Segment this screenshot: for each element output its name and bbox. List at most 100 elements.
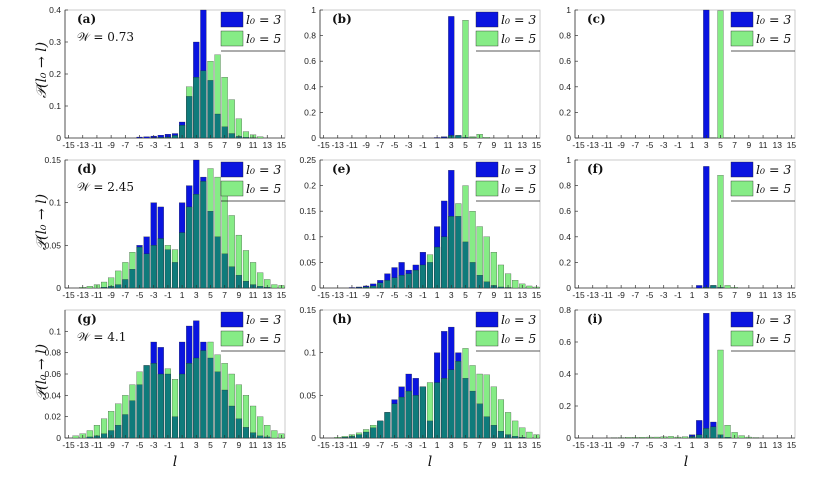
y-tick-label: 0.25 [299, 155, 316, 165]
x-tick-label: -11 [346, 140, 358, 150]
x-tick-label: -11 [346, 290, 358, 300]
x-tick-label: 13 [773, 140, 783, 150]
x-tick-label: -7 [632, 440, 640, 450]
x-tick-label: -5 [646, 440, 654, 450]
panel-label: (i) [587, 312, 603, 326]
x-tick-label: -13 [77, 290, 90, 300]
bar-overlap-x12 [257, 286, 263, 288]
x-tick-label: -3 [150, 440, 158, 450]
x-tick-label: -9 [617, 140, 625, 150]
x-tick-label: 15 [277, 440, 287, 450]
bar-overlap-x1 [434, 383, 440, 438]
bar-l0-5-x5 [718, 11, 724, 138]
bar-overlap-x-4 [144, 365, 150, 438]
panel-label: (f) [587, 162, 604, 176]
x-tick-label: -13 [332, 140, 345, 150]
x-tick-label: 11 [759, 440, 768, 450]
bar-l0-5-x8 [229, 100, 235, 138]
x-tick-label: 15 [787, 140, 797, 150]
bar-overlap-x1 [179, 374, 185, 438]
bar-l0-5-x14 [526, 286, 532, 288]
legend-label-l0-5: l₀ = 5 [501, 331, 536, 346]
y-tick-label: 0.05 [299, 257, 316, 267]
x-tick-label: 9 [237, 140, 242, 150]
x-tick-label: -15 [62, 440, 75, 450]
x-tick-label: -3 [150, 140, 158, 150]
bar-overlap-x2 [186, 363, 192, 438]
bar-overlap-x8 [229, 134, 235, 138]
x-tick-label: 7 [732, 140, 737, 150]
x-tick-label: -7 [122, 440, 130, 450]
x-tick-label: -13 [77, 440, 90, 450]
y-tick-label: 0.6 [559, 337, 571, 347]
bar-overlap-x-5 [137, 247, 143, 288]
bar-l0-5-x14 [526, 432, 532, 438]
legend-label-l0-5: l₀ = 5 [246, 181, 281, 196]
bar-l0-5-x-4 [654, 437, 660, 438]
x-tick-label: 7 [732, 440, 737, 450]
bar-overlap-x7 [222, 390, 228, 438]
x-tick-label: -7 [632, 140, 640, 150]
bar-overlap-x-5 [137, 385, 143, 438]
bar-overlap-x-2 [413, 395, 419, 438]
y-tick-label: 1 [566, 5, 571, 15]
x-tick-label: -3 [660, 140, 668, 150]
y-tick-label: 0.06 [44, 369, 61, 379]
panel-label: (h) [332, 312, 352, 326]
bar-overlap-x8 [484, 282, 490, 288]
bar-overlap-x-7 [122, 415, 128, 438]
legend-swatch-l0-3 [731, 162, 753, 177]
y-tick-label: 0.2 [304, 181, 316, 191]
y-tick-label: 0.4 [304, 82, 316, 92]
x-tick-label: 5 [718, 440, 723, 450]
y-tick-label: 0 [566, 433, 571, 443]
x-tick-label: -15 [317, 290, 330, 300]
x-tick-label: 13 [518, 140, 528, 150]
x-tick-label: 9 [492, 140, 497, 150]
x-tick-label: -1 [419, 440, 427, 450]
y-axis-title-row1: 𝒫(l₀ → l) [34, 42, 50, 98]
legend-label-l0-5: l₀ = 5 [501, 181, 536, 196]
bar-overlap-x0 [427, 421, 433, 438]
x-tick-label: 5 [718, 290, 723, 300]
x-tick-label: -15 [62, 290, 75, 300]
bar-overlap-x4 [200, 181, 206, 288]
x-tick-label: 13 [773, 440, 783, 450]
x-tick-label: -5 [136, 140, 144, 150]
x-tick-label: 3 [704, 440, 709, 450]
y-tick-label: 0.6 [559, 206, 571, 216]
y-tick-label: 0.15 [44, 155, 61, 165]
x-tick-label: 5 [208, 290, 213, 300]
bar-l0-5-x14 [271, 285, 277, 288]
bar-overlap-x-1 [165, 374, 171, 438]
bar-l0-5-x8 [484, 137, 490, 138]
bar-overlap-x4 [200, 351, 206, 438]
x-tick-label: -15 [317, 140, 330, 150]
bar-overlap-x6 [725, 437, 731, 438]
legend-label-l0-3: l₀ = 3 [501, 162, 536, 177]
x-tick-label: -13 [587, 290, 600, 300]
x-tick-label: -9 [107, 140, 115, 150]
y-tick-label: 0.4 [559, 82, 571, 92]
bar-l0-3-x-4 [144, 137, 150, 138]
bar-l0-5-x0 [682, 437, 688, 438]
x-tick-label: -13 [587, 140, 600, 150]
x-tick-label: -1 [419, 290, 427, 300]
y-tick-label: 0.08 [44, 348, 61, 358]
disorder-annotation: 𝒲 = 4.1 [77, 330, 126, 344]
bar-overlap-x-6 [130, 269, 136, 288]
bar-overlap-x-8 [115, 425, 121, 438]
x-tick-label: -7 [377, 140, 385, 150]
bar-overlap-x4 [200, 71, 206, 138]
bar-overlap-x-2 [158, 137, 164, 138]
bar-overlap-x2 [186, 207, 192, 288]
x-tick-label: -7 [122, 140, 130, 150]
x-tick-label: 11 [249, 290, 258, 300]
x-tick-label: 5 [718, 140, 723, 150]
x-tick-label: -1 [419, 140, 427, 150]
y-tick-label: 0.4 [559, 369, 571, 379]
bar-overlap-x2 [441, 378, 447, 438]
y-tick-label: 0 [311, 133, 316, 143]
